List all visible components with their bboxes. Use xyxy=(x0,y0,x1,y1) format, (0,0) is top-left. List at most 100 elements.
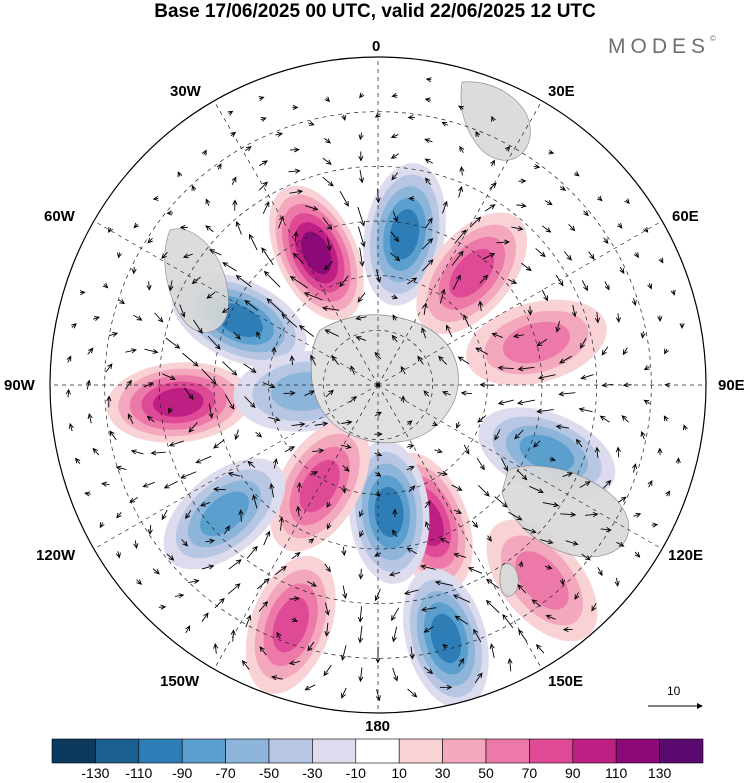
wind-arrow xyxy=(349,395,357,403)
lon-label-150w: 150W xyxy=(160,673,200,690)
wind-arrow xyxy=(358,667,364,683)
wind-arrow xyxy=(185,510,192,520)
wind-arrow xyxy=(420,606,437,612)
wind-arrow xyxy=(152,195,159,201)
wind-arrow xyxy=(451,250,464,266)
wind-arrow xyxy=(664,382,671,388)
wind-arrow xyxy=(559,578,565,586)
wind-arrow xyxy=(563,251,572,261)
wind-arrow xyxy=(544,200,553,206)
wind-arrow xyxy=(441,121,449,127)
wind-arrow xyxy=(375,471,382,477)
wind-arrow xyxy=(424,500,431,509)
wind-arrow xyxy=(307,641,315,652)
anomaly-center xyxy=(363,163,446,306)
wind-arrow xyxy=(201,368,217,385)
wind-arrow xyxy=(323,664,332,677)
latitude-circle xyxy=(322,329,434,441)
africa-outline xyxy=(460,81,531,161)
wind-arrow xyxy=(622,382,632,388)
wind-arrow xyxy=(647,283,653,290)
wind-arrow xyxy=(201,612,209,622)
wind-arrow xyxy=(293,230,299,242)
wind-arrow xyxy=(246,545,258,559)
wind-arrow xyxy=(259,160,268,167)
wind-arrow xyxy=(631,298,637,307)
wind-arrow xyxy=(665,490,671,497)
colorbar-tick-label: 130 xyxy=(647,765,672,781)
wind-arrow xyxy=(133,222,139,229)
wind-arrow xyxy=(533,164,541,170)
wind-arrow xyxy=(454,615,469,625)
wind-arrow xyxy=(391,294,399,300)
wind-arrow xyxy=(166,210,174,216)
wind-arrow xyxy=(573,171,580,177)
wind-arrow xyxy=(308,538,315,544)
wind-arrow xyxy=(115,551,121,559)
wind-arrow xyxy=(233,332,241,340)
wind-arrow xyxy=(222,361,238,376)
anomaly-center xyxy=(245,555,336,694)
wind-arrow xyxy=(375,269,382,283)
colorbar-swatch xyxy=(225,738,270,764)
wind-arrow xyxy=(291,552,301,560)
colorbar-swatch xyxy=(312,738,357,764)
wind-arrow xyxy=(374,491,381,497)
wind-arrow xyxy=(216,163,222,170)
wind-arrow xyxy=(421,259,434,272)
wind-arrow xyxy=(288,660,301,666)
wind-arrow xyxy=(324,602,330,616)
wind-arrow xyxy=(422,302,428,315)
wind-arrow xyxy=(184,387,194,400)
anomaly-center xyxy=(269,420,370,552)
meridian-line xyxy=(213,100,379,386)
wind-arrow xyxy=(125,379,132,390)
wind-arrow xyxy=(439,537,450,544)
wind-arrow xyxy=(205,225,214,233)
wind-arrow xyxy=(442,200,448,214)
wind-arrow xyxy=(185,625,191,634)
wind-arrow xyxy=(106,395,112,408)
meridian-line xyxy=(377,384,543,670)
wind-arrow xyxy=(536,338,548,347)
wind-arrow xyxy=(474,672,483,683)
wind-arrow xyxy=(455,421,461,429)
wind-arrow xyxy=(322,176,334,187)
wind-arrow xyxy=(230,629,236,642)
wind-arrow xyxy=(154,312,164,323)
wind-arrow xyxy=(511,225,524,231)
wind-arrow xyxy=(489,643,495,658)
wind-arrow xyxy=(541,225,552,233)
colorbar-tick-label: -50 xyxy=(258,765,280,781)
wind-arrow xyxy=(161,509,168,521)
wind-arrow xyxy=(478,300,484,312)
wind-arrow xyxy=(392,211,398,223)
wind-arrow xyxy=(244,396,256,409)
wind-arrow xyxy=(127,413,134,424)
wind-arrow xyxy=(133,540,139,550)
wind-arrow xyxy=(406,277,418,285)
wind-arrow xyxy=(261,247,274,266)
wind-arrow xyxy=(634,551,641,558)
wind-arrow xyxy=(278,215,284,229)
lon-label-30w: 30W xyxy=(170,83,201,100)
wind-arrow xyxy=(420,564,436,570)
wind-arrow xyxy=(594,446,600,458)
wind-arrow xyxy=(581,280,588,292)
wind-arrow xyxy=(463,444,470,455)
wind-arrow xyxy=(375,646,381,664)
wind-arrow xyxy=(74,457,81,464)
wind-arrow xyxy=(604,281,610,291)
wind-arrow xyxy=(409,646,415,660)
colorbar-swatch xyxy=(95,738,140,764)
wind-arrow xyxy=(390,252,401,262)
wind-arrow xyxy=(118,299,126,305)
wind-arrow xyxy=(617,222,623,229)
colorbar-tick-label: -70 xyxy=(215,765,236,781)
wind-arrow xyxy=(227,471,240,477)
wind-arrow xyxy=(597,567,603,577)
wind-arrow xyxy=(276,631,282,640)
wind-arrow xyxy=(616,541,625,547)
wind-arrow xyxy=(485,578,500,589)
wind-arrow xyxy=(259,646,267,656)
